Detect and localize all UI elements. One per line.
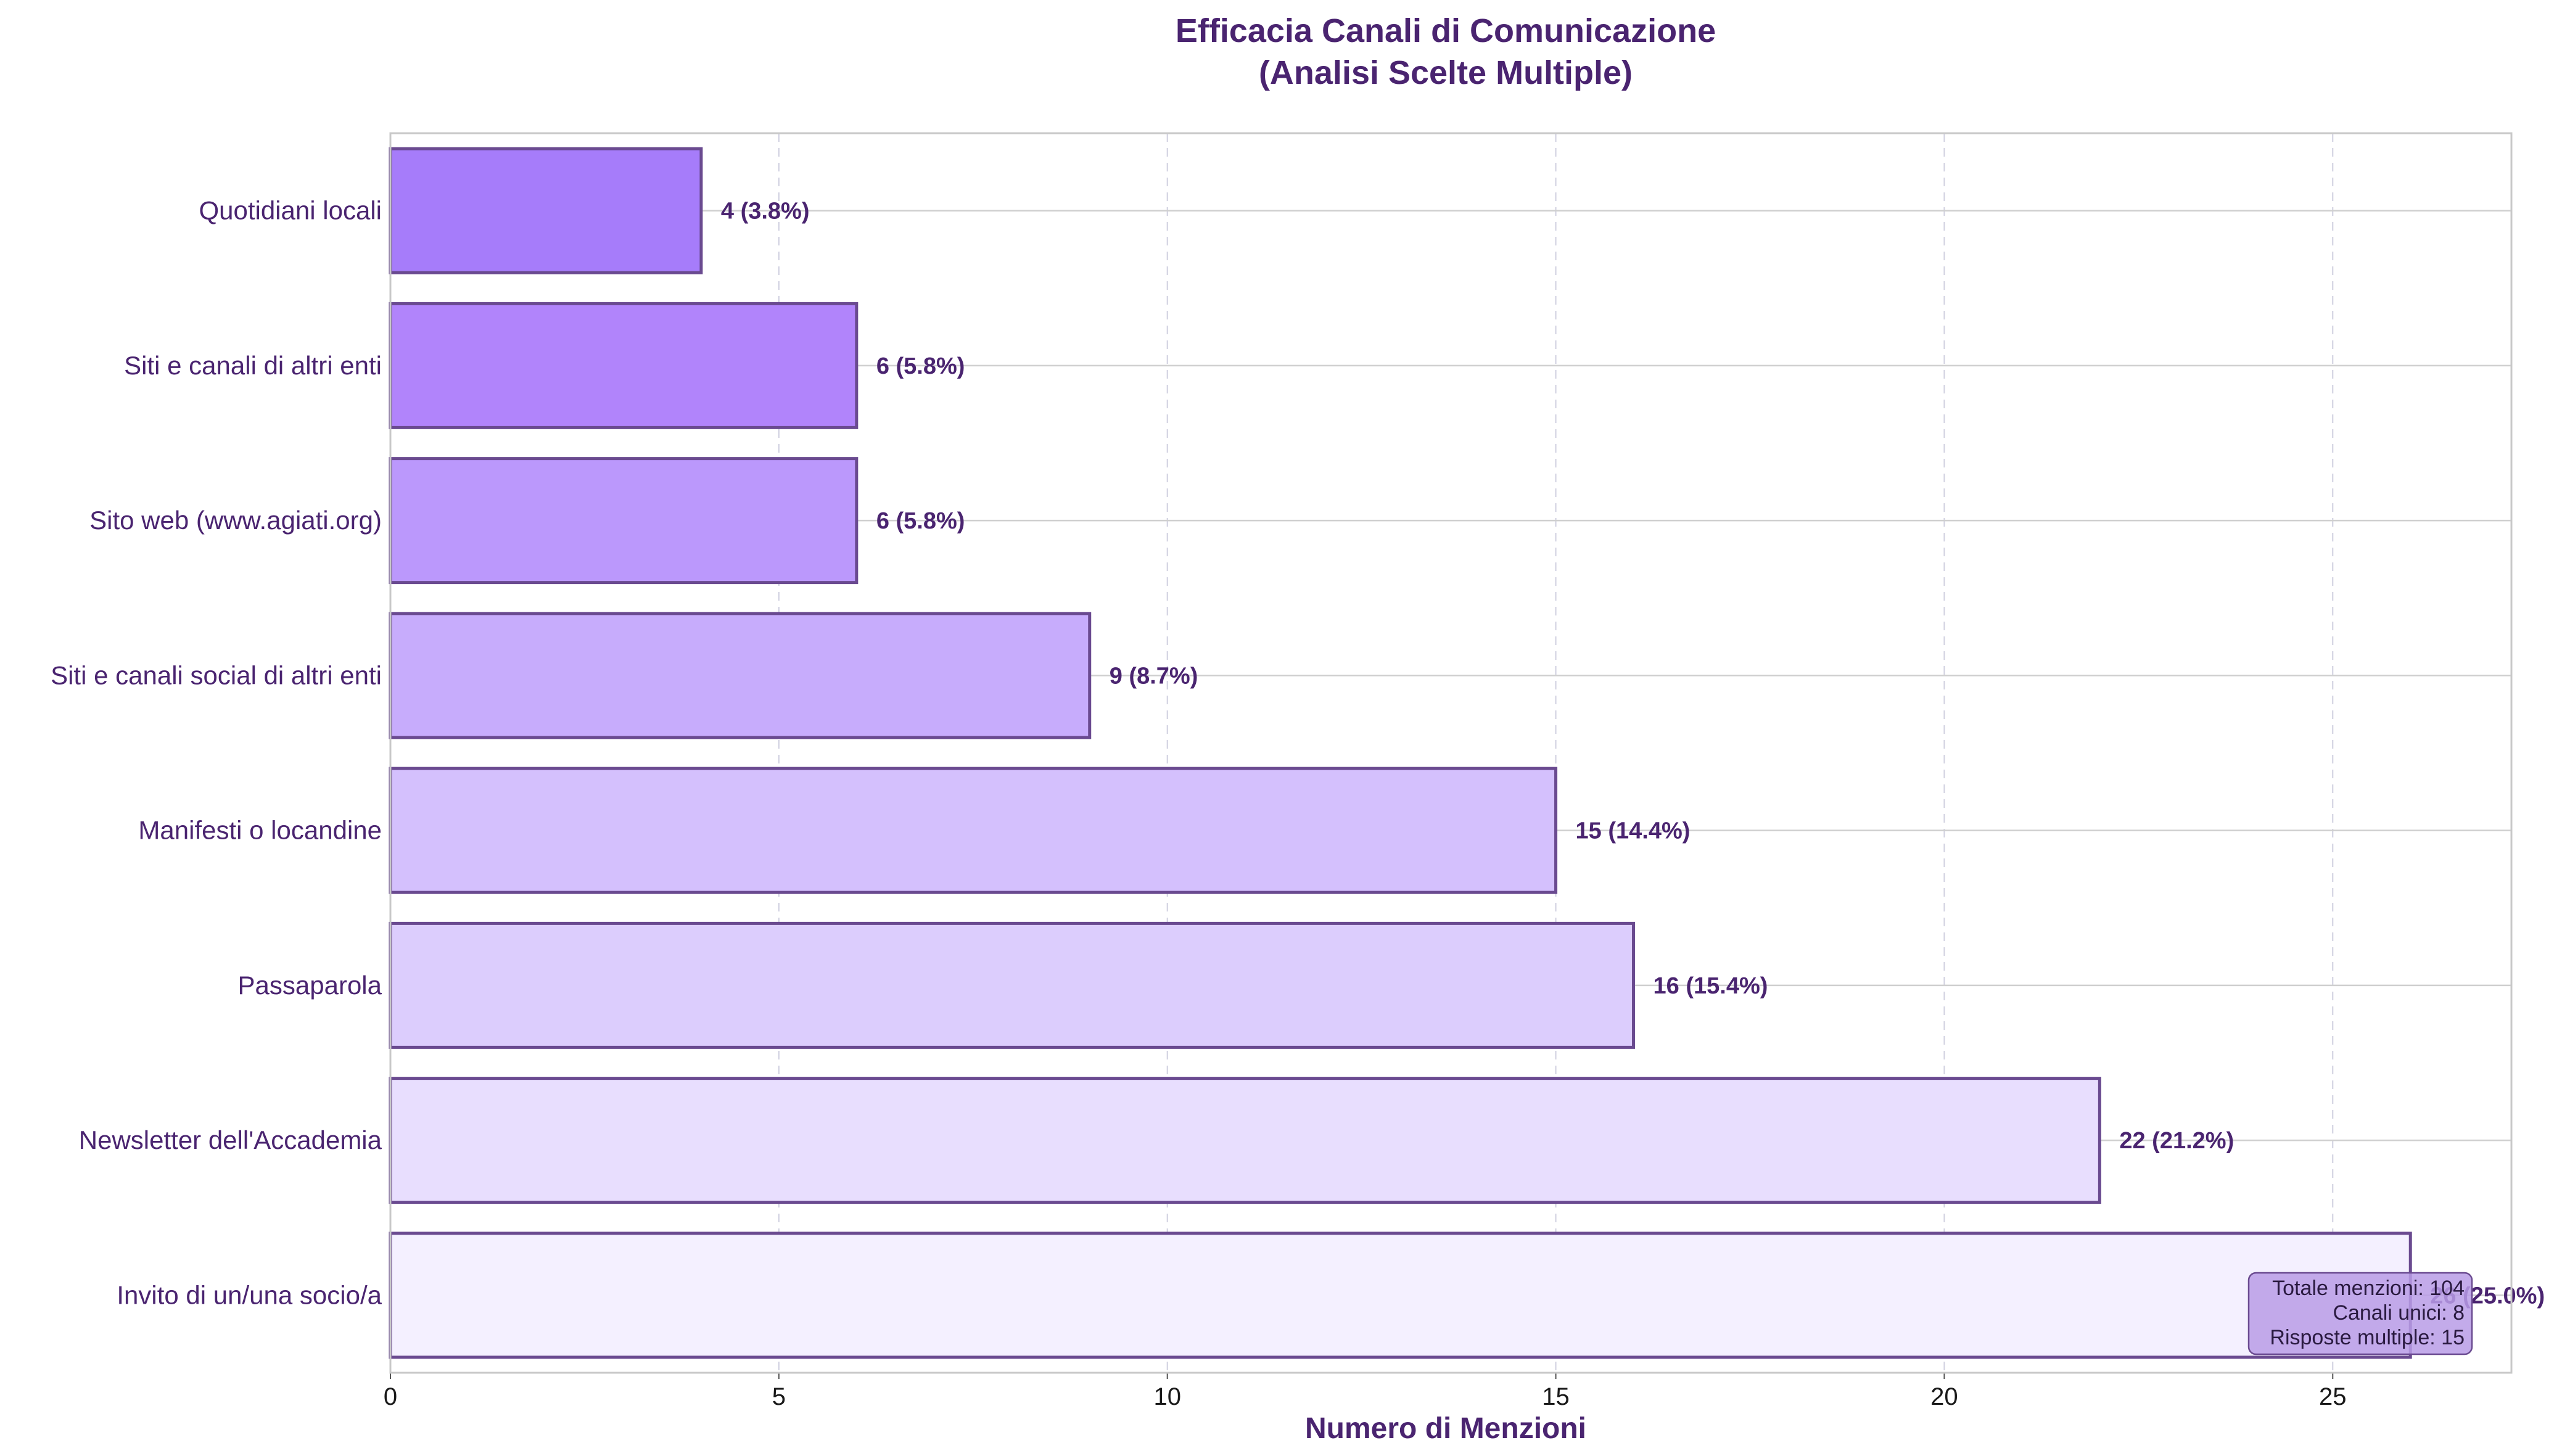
x-ticks: 0 5 10 15 20 25 xyxy=(384,1373,2347,1410)
category-label: Invito di un/una socio/a xyxy=(117,1280,382,1309)
data-label: 6 (5.8%) xyxy=(876,353,965,379)
category-label: Sito web (www.agiati.org) xyxy=(89,506,382,535)
plot-frame xyxy=(389,132,2513,1374)
x-tick-label: 20 xyxy=(1930,1383,1958,1410)
category-label: Quotidiani locali xyxy=(199,196,382,225)
category-label: Newsletter dell'Accademia xyxy=(79,1125,382,1154)
bar xyxy=(389,612,1092,739)
category-label: Siti e canali di altri enti xyxy=(124,351,382,380)
category-labels: Quotidiani locali 4 (3.8%) Siti e canali d… xyxy=(51,196,2545,1310)
bar xyxy=(389,457,859,585)
chart-subtitle: (Analisi Scelte Multiple) xyxy=(1259,54,1633,91)
x-tick-label: 10 xyxy=(1153,1383,1181,1410)
x-tick-label: 5 xyxy=(772,1383,786,1410)
bar xyxy=(389,302,859,429)
data-label: 15 (14.4%) xyxy=(1576,818,1691,844)
bar xyxy=(389,1232,2412,1359)
bar xyxy=(389,767,1558,894)
stats-line: Risposte multiple: 15 xyxy=(2270,1326,2465,1349)
bar xyxy=(389,147,703,274)
stats-box-bg xyxy=(2247,1272,2473,1355)
chart-title: Efficacia Canali di Comunicazione xyxy=(1176,12,1716,49)
data-label: 9 (8.7%) xyxy=(1110,663,1198,689)
data-label: 22 (21.2%) xyxy=(2119,1128,2234,1154)
category-label: Manifesti o locandine xyxy=(138,816,382,845)
stats-line: Totale menzioni: 104 xyxy=(2272,1277,2465,1300)
x-tick-label: 0 xyxy=(384,1383,397,1410)
x-tick-label: 15 xyxy=(1542,1383,1570,1410)
data-label: 4 (3.8%) xyxy=(721,199,810,224)
data-label: 16 (15.4%) xyxy=(1654,973,1768,999)
category-label: Passaparola xyxy=(238,971,382,1000)
bar xyxy=(389,1077,2101,1204)
stats-line: Canali unici: 8 xyxy=(2333,1301,2465,1325)
bars xyxy=(389,147,2412,1359)
data-label: 6 (5.8%) xyxy=(876,508,965,534)
category-label: Siti e canali social di altri enti xyxy=(51,660,382,689)
x-axis-label: Numero di Menzioni xyxy=(1305,1412,1586,1445)
bar xyxy=(389,921,1636,1049)
x-tick-label: 25 xyxy=(2319,1383,2347,1410)
